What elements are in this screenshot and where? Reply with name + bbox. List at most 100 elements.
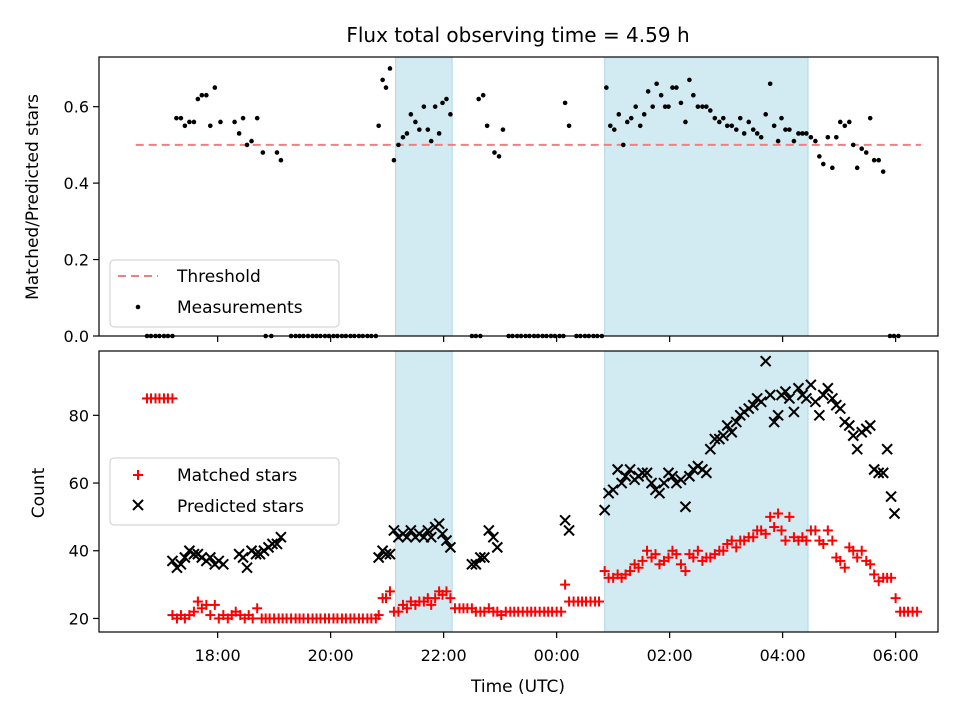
matched-star-point	[835, 555, 846, 566]
predicted-star-point	[885, 490, 897, 503]
measurement-point	[199, 92, 205, 98]
measurement-point	[187, 119, 192, 125]
measurement-point	[425, 127, 431, 132]
matched-star-point	[401, 603, 412, 614]
measurement-point	[737, 115, 743, 121]
measurement-point	[484, 123, 490, 129]
top-legend: Threshold Measurements	[109, 259, 340, 328]
top-ytick-label: 0.4	[64, 174, 89, 193]
predicted-star-point	[598, 504, 611, 516]
matched-star-point	[201, 599, 212, 610]
measurement-point	[240, 115, 246, 121]
measurement-point	[846, 119, 852, 125]
matched-star-point	[556, 606, 567, 617]
bottom-ytick-label: 40	[69, 542, 89, 561]
predicted-star-point	[624, 463, 636, 476]
matched-star-point	[642, 545, 653, 556]
measurement-point	[208, 123, 213, 129]
predicted-star-point	[563, 524, 575, 537]
measurement-point	[616, 112, 622, 117]
measurement-point	[871, 157, 877, 163]
predicted-star-point	[636, 467, 649, 479]
measurement-point	[436, 131, 442, 136]
predicted-star-point	[433, 517, 445, 530]
predicted-star-point	[826, 392, 839, 405]
legend-measurements-swatch	[135, 304, 141, 310]
measurement-point	[191, 119, 197, 125]
top-ytick-label: 0.2	[64, 251, 89, 270]
measurement-point	[658, 92, 664, 98]
xtick-label: 04:00	[760, 646, 806, 665]
predicted-star-point	[666, 470, 679, 482]
matched-star-point	[856, 545, 867, 556]
matched-star-point	[748, 532, 759, 543]
matched-star-point	[760, 528, 771, 539]
predicted-star-point	[653, 487, 666, 499]
predicted-star-point	[271, 538, 283, 550]
bottom-ytick-label: 80	[69, 406, 89, 425]
measurement-point	[850, 142, 856, 148]
legend-predicted-swatch	[132, 499, 144, 511]
measurement-point	[492, 150, 497, 155]
measurement-point	[432, 104, 438, 109]
measurement-point	[417, 127, 422, 132]
measurement-point	[724, 123, 730, 129]
predicted-star-point	[764, 389, 776, 401]
measurement-point	[641, 112, 647, 117]
matched-star-points	[142, 393, 923, 624]
predicted-star-point	[721, 419, 733, 432]
measurement-point	[754, 131, 760, 136]
predicted-star-point	[436, 528, 449, 540]
matched-star-point	[560, 579, 571, 590]
predicted-star-point	[788, 406, 800, 418]
measurement-point	[413, 119, 418, 125]
measurement-point	[476, 96, 481, 102]
matched-star-point	[827, 535, 838, 546]
predicted-star-point	[384, 548, 396, 560]
top-y-ticks: 0.0 0.2 0.4 0.6	[64, 98, 99, 346]
measurement-point	[633, 104, 639, 109]
measurement-point	[741, 131, 747, 136]
matched-star-point	[167, 393, 178, 404]
matched-star-point	[393, 606, 404, 617]
predicted-star-point	[877, 467, 889, 479]
matched-star-point	[773, 508, 784, 519]
matched-star-point	[731, 542, 742, 553]
measurement-point	[837, 119, 843, 125]
matched-star-point	[784, 511, 795, 522]
predicted-star-point	[813, 409, 826, 422]
measurement-point	[863, 150, 869, 155]
measurement-point	[244, 142, 250, 148]
measurement-point	[830, 165, 835, 171]
matched-star-point	[633, 562, 644, 573]
measurement-point	[880, 169, 886, 174]
measurement-point	[791, 138, 797, 144]
top-y-axis-label: Matched/Predicted stars	[23, 94, 43, 300]
predicted-star-point	[204, 551, 217, 564]
predicted-star-point	[834, 402, 846, 415]
matched-star-point	[869, 569, 880, 580]
predicted-star-point	[491, 541, 504, 554]
predicted-star-point	[425, 531, 437, 543]
measurement-point	[708, 108, 713, 113]
measurement-point	[408, 112, 414, 117]
matched-star-point	[890, 593, 901, 604]
predicted-star-point	[717, 429, 730, 442]
xtick-label: 20:00	[308, 646, 354, 665]
measurement-point	[232, 119, 237, 125]
predicted-star-point	[700, 467, 713, 479]
matched-star-point	[384, 586, 395, 597]
measurement-point	[834, 134, 839, 140]
predicted-star-point	[779, 385, 792, 398]
measurement-point	[670, 85, 675, 90]
measurement-point	[695, 104, 701, 109]
matched-star-point	[848, 545, 859, 556]
matched-star-point	[839, 562, 850, 573]
measurement-point	[779, 115, 784, 121]
measurement-point	[704, 104, 709, 109]
matched-star-point	[650, 549, 661, 560]
matched-star-point	[671, 549, 682, 560]
measurement-point	[628, 115, 634, 121]
predicted-star-point	[872, 467, 885, 479]
measurement-point	[621, 142, 626, 148]
